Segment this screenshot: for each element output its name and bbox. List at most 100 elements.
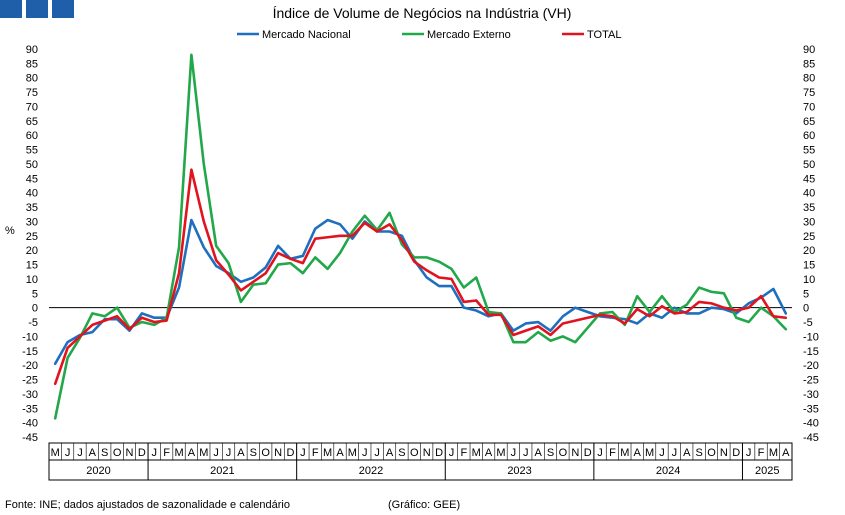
y-tick-label-left: -5 xyxy=(28,317,38,329)
y-tick-label-left: -40 xyxy=(22,418,38,430)
y-tick-label-right: -45 xyxy=(803,432,819,444)
x-month-label: A xyxy=(634,447,642,459)
y-tick-label-left: 10 xyxy=(26,274,38,286)
x-month-label: O xyxy=(707,447,716,459)
x-month-label: M xyxy=(496,447,505,459)
x-month-label: M xyxy=(199,447,208,459)
y-tick-label-right: 30 xyxy=(803,216,815,228)
x-month-label: M xyxy=(51,447,60,459)
x-month-label: A xyxy=(386,447,394,459)
x-month-label: N xyxy=(274,447,282,459)
y-tick-label-left: 45 xyxy=(26,173,38,185)
y-tick-label-right: 50 xyxy=(803,159,815,171)
series-line-mercado-nacional xyxy=(53,218,788,366)
y-tick-label-right: 70 xyxy=(803,101,815,113)
y-tick-label-left: 20 xyxy=(26,245,38,257)
y-tick-label-right: 65 xyxy=(803,116,815,128)
x-year-labels: 2020 2021 2022 2023 2024 2025 xyxy=(48,443,779,480)
y-tick-label-left: 70 xyxy=(26,101,38,113)
x-month-label: D xyxy=(138,447,146,459)
x-month-label: J xyxy=(523,447,529,459)
legend-label-total: TOTAL xyxy=(587,29,621,41)
x-month-label: M xyxy=(348,447,357,459)
y-tick-label-left: -20 xyxy=(22,360,38,372)
y-tick-label-left: -10 xyxy=(22,331,38,343)
x-month-label: A xyxy=(683,447,691,459)
y-axis-label: % xyxy=(5,225,15,237)
y-tick-label-right: 25 xyxy=(803,231,815,243)
x-month-label: D xyxy=(286,447,294,459)
y-tick-label-right: -25 xyxy=(803,375,819,387)
x-month-label: J xyxy=(374,447,380,459)
x-month-label: A xyxy=(534,447,542,459)
x-month-label: M xyxy=(769,447,778,459)
x-month-label: A xyxy=(237,447,245,459)
x-month-label: F xyxy=(163,447,170,459)
x-month-label: M xyxy=(645,447,654,459)
y-tick-label-left: 65 xyxy=(26,116,38,128)
y-tick-label-right: 40 xyxy=(803,188,815,200)
y-tick-label-left: 30 xyxy=(26,216,38,228)
y-tick-label-right: 35 xyxy=(803,202,815,214)
y-tick-label-left: 15 xyxy=(26,260,38,272)
y-tick-label-left: 50 xyxy=(26,159,38,171)
header-decoration-square-2 xyxy=(26,0,48,18)
x-month-label: J xyxy=(65,447,71,459)
x-month-label: M xyxy=(323,447,332,459)
y-tick-label-left: 35 xyxy=(26,202,38,214)
x-month-label: D xyxy=(584,447,592,459)
x-month-label: J xyxy=(300,447,306,459)
x-month-label: S xyxy=(101,447,108,459)
y-tick-label-right: -40 xyxy=(803,418,819,430)
y-tick-label-left: 0 xyxy=(32,303,38,315)
x-month-label: N xyxy=(571,447,579,459)
series-lines xyxy=(53,53,788,420)
x-month-label: J xyxy=(213,447,219,459)
x-month-label: N xyxy=(423,447,431,459)
x-month-label: N xyxy=(720,447,728,459)
x-month-label: J xyxy=(152,447,158,459)
y-tick-label-right: 0 xyxy=(803,303,809,315)
x-month-label: S xyxy=(398,447,405,459)
x-month-label: J xyxy=(672,447,678,459)
x-month-label: J xyxy=(511,447,517,459)
y-tick-label-right: -5 xyxy=(803,317,813,329)
y-ticks-right: 908580757065605550454035302520151050-5-1… xyxy=(803,44,819,444)
x-month-label: D xyxy=(435,447,443,459)
legend-label-nacional: Mercado Nacional xyxy=(262,29,351,41)
y-tick-label-left: 85 xyxy=(26,58,38,70)
x-month-label: J xyxy=(77,447,83,459)
legend: Mercado Nacional Mercado Externo TOTAL xyxy=(237,29,621,41)
y-tick-label-right: 45 xyxy=(803,173,815,185)
y-tick-label-right: 85 xyxy=(803,58,815,70)
y-tick-label-left: 40 xyxy=(26,188,38,200)
header-decoration-square-1 xyxy=(0,0,22,18)
x-month-label: A xyxy=(188,447,196,459)
x-month-label: J xyxy=(362,447,368,459)
y-tick-label-left: 80 xyxy=(26,73,38,85)
y-tick-label-right: 75 xyxy=(803,87,815,99)
x-month-label: N xyxy=(126,447,134,459)
x-month-label: M xyxy=(472,447,481,459)
y-tick-label-right: 5 xyxy=(803,288,809,300)
y-tick-label-right: 20 xyxy=(803,245,815,257)
x-month-label: F xyxy=(758,447,765,459)
source-note: Fonte: INE; dados ajustados de sazonalid… xyxy=(5,499,290,511)
legend-label-externo: Mercado Externo xyxy=(427,29,511,41)
x-month-label: S xyxy=(250,447,257,459)
y-tick-label-right: -20 xyxy=(803,360,819,372)
x-month-label: F xyxy=(460,447,467,459)
y-tick-label-right: 55 xyxy=(803,145,815,157)
x-year-label: 2020 xyxy=(86,465,110,477)
x-year-label: 2021 xyxy=(210,465,234,477)
x-year-label: 2024 xyxy=(656,465,680,477)
y-tick-label-right: 90 xyxy=(803,44,815,56)
y-tick-label-left: 90 xyxy=(26,44,38,56)
y-tick-label-left: -15 xyxy=(22,346,38,358)
x-month-label: M xyxy=(620,447,629,459)
x-month-label: J xyxy=(597,447,603,459)
x-month-label: O xyxy=(559,447,568,459)
y-tick-label-left: 55 xyxy=(26,145,38,157)
